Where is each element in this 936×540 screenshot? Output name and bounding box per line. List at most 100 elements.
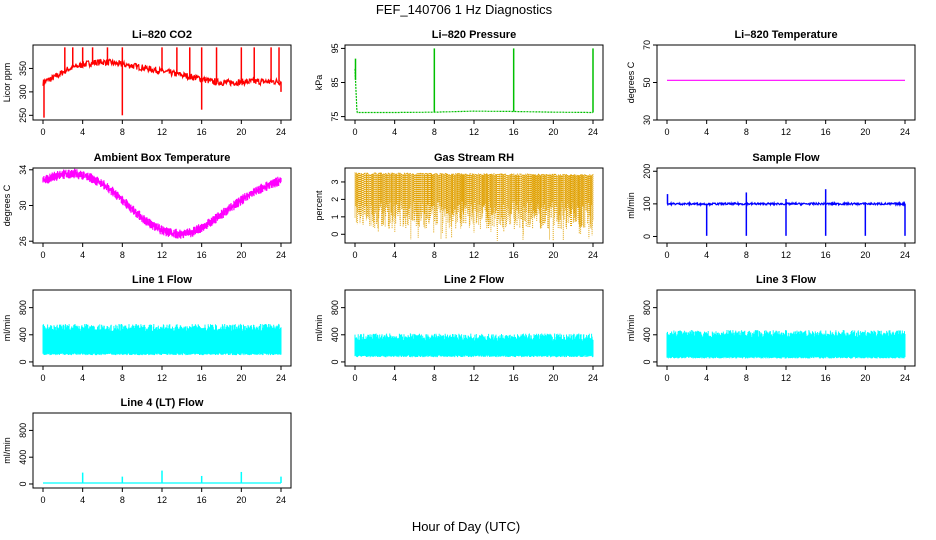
x-tick-label: 24 xyxy=(276,495,286,505)
plot-data xyxy=(42,323,282,356)
panel-title: Li–820 CO2 xyxy=(132,29,192,41)
x-tick-label: 16 xyxy=(509,250,519,260)
x-tick-label: 16 xyxy=(197,250,207,260)
panel-9: Line 3 Flow 0 4 8 12 16 20 24 0 400 800 ml/min xyxy=(626,274,916,383)
series-band xyxy=(42,168,282,239)
x-tick-label: 4 xyxy=(392,250,397,260)
plot-data xyxy=(666,330,906,359)
x-tick-label: 20 xyxy=(860,373,870,383)
x-tick-label: 0 xyxy=(352,373,357,383)
x-tick-label: 16 xyxy=(197,495,207,505)
series-band xyxy=(666,330,906,359)
x-tick-label: 4 xyxy=(80,250,85,260)
x-tick-label: 12 xyxy=(781,250,791,260)
x-tick-label: 0 xyxy=(664,373,669,383)
panel-title: Line 1 Flow xyxy=(132,274,192,286)
x-tick-label: 8 xyxy=(120,495,125,505)
y-tick-label: 2 xyxy=(330,197,340,202)
x-tick-label: 12 xyxy=(157,127,167,137)
y-tick-label: 200 xyxy=(642,164,652,179)
series-band xyxy=(354,333,594,358)
x-tick-label: 12 xyxy=(157,373,167,383)
x-tick-label: 20 xyxy=(548,373,558,383)
x-tick-label: 12 xyxy=(781,127,791,137)
x-tick-label: 0 xyxy=(352,250,357,260)
x-tick-label: 0 xyxy=(40,250,45,260)
panel-3: Li–820 Temperature 0 4 8 12 16 20 24 30 50 70 degre… xyxy=(626,29,916,137)
plot-data xyxy=(354,48,594,114)
y-tick-label: 0 xyxy=(18,359,28,364)
x-tick-label: 24 xyxy=(276,250,286,260)
x-tick-label: 8 xyxy=(120,127,125,137)
x-tick-label: 20 xyxy=(860,127,870,137)
y-tick-label: 30 xyxy=(642,115,652,125)
x-tick-label: 16 xyxy=(509,373,519,383)
x-tick-label: 24 xyxy=(900,250,910,260)
y-tick-label: 300 xyxy=(18,84,28,99)
panel-title: Ambient Box Temperature xyxy=(94,152,231,164)
plot-data xyxy=(42,47,282,118)
figure-xlabel: Hour of Day (UTC) xyxy=(412,519,520,534)
figure-title: FEF_140706 1 Hz Diagnostics xyxy=(376,2,553,17)
y-tick-label: 800 xyxy=(18,423,28,438)
panel-4: Ambient Box Temperature 0 4 8 12 16 20 24 26 30 34… xyxy=(2,152,292,260)
panel-title: Line 4 (LT) Flow xyxy=(121,397,204,409)
y-tick-label: 250 xyxy=(18,108,28,123)
panel-title: Li–820 Pressure xyxy=(432,29,516,41)
plot-data xyxy=(666,189,906,236)
panel-1: Li–820 CO2 0 4 8 12 16 20 24 250 300 350 Licor ppm xyxy=(2,29,292,137)
x-tick-label: 24 xyxy=(588,250,598,260)
x-tick-label: 8 xyxy=(432,127,437,137)
y-tick-label: 0 xyxy=(642,359,652,364)
x-tick-label: 12 xyxy=(469,373,479,383)
y-tick-label: 0 xyxy=(18,481,28,486)
x-tick-label: 12 xyxy=(469,127,479,137)
x-tick-label: 0 xyxy=(40,495,45,505)
y-tick-label: 0 xyxy=(330,232,340,237)
x-tick-label: 4 xyxy=(704,250,709,260)
y-tick-label: 85 xyxy=(330,77,340,87)
y-tick-label: 800 xyxy=(642,300,652,315)
y-axis-label: ml/min xyxy=(626,192,636,219)
x-tick-label: 16 xyxy=(821,127,831,137)
y-tick-label: 400 xyxy=(330,327,340,342)
x-tick-label: 8 xyxy=(744,250,749,260)
panel-10: Line 4 (LT) Flow 0 4 8 12 16 20 24 0 400 800 ml/min xyxy=(2,397,292,505)
x-tick-label: 4 xyxy=(80,127,85,137)
panel-6: Sample Flow 0 4 8 12 16 20 24 0 100 200 ml/min xyxy=(626,152,916,260)
y-tick-label: 350 xyxy=(18,61,28,76)
y-tick-label: 800 xyxy=(18,300,28,315)
x-tick-label: 24 xyxy=(276,127,286,137)
y-tick-label: 400 xyxy=(18,327,28,342)
x-tick-label: 8 xyxy=(744,373,749,383)
x-tick-label: 8 xyxy=(120,373,125,383)
y-tick-label: 75 xyxy=(330,112,340,122)
x-tick-label: 4 xyxy=(392,373,397,383)
panel-title: Line 3 Flow xyxy=(756,274,816,286)
y-tick-label: 95 xyxy=(330,43,340,53)
x-tick-label: 24 xyxy=(588,127,598,137)
x-tick-label: 16 xyxy=(197,127,207,137)
x-tick-label: 20 xyxy=(236,127,246,137)
x-tick-label: 4 xyxy=(80,373,85,383)
x-tick-label: 16 xyxy=(197,373,207,383)
x-tick-label: 0 xyxy=(40,373,45,383)
x-tick-label: 24 xyxy=(588,373,598,383)
x-tick-label: 24 xyxy=(276,373,286,383)
plot-data xyxy=(43,470,282,484)
plot-frame xyxy=(656,44,916,121)
y-tick-label: 26 xyxy=(18,236,28,246)
x-tick-label: 0 xyxy=(40,127,45,137)
panel-title: Gas Stream RH xyxy=(434,152,514,164)
x-tick-label: 20 xyxy=(236,250,246,260)
y-axis-label: degrees C xyxy=(626,61,636,103)
y-axis-label: degrees C xyxy=(2,184,12,226)
x-tick-label: 20 xyxy=(548,250,558,260)
y-tick-label: 30 xyxy=(18,200,28,210)
x-tick-label: 12 xyxy=(157,495,167,505)
x-tick-label: 20 xyxy=(860,250,870,260)
x-tick-label: 0 xyxy=(664,250,669,260)
y-axis-label: ml/min xyxy=(626,315,636,342)
